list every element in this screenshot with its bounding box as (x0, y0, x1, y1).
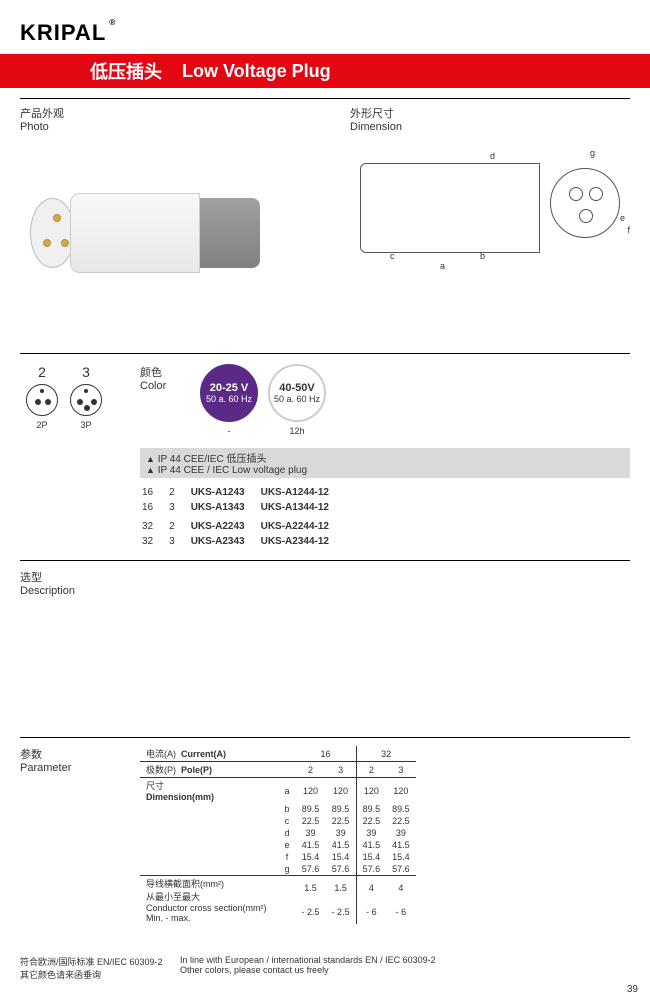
pole-3p-icon (70, 384, 102, 416)
photo-label: 产品外观 Photo (20, 105, 350, 133)
parameter-table: 电流(A) Current(A) 16 32 极数(P) Pole(P) 23 … (140, 746, 416, 924)
footer-notes: 符合欧洲/国际标准 EN/IEC 60309-2 其它颜色请来函垂询 In li… (20, 955, 630, 981)
pole-icons: 2 2P 3 3P (20, 364, 130, 550)
title-bar: 低压插头 Low Voltage Plug (0, 54, 650, 88)
page-number: 39 (627, 984, 638, 995)
parameter-label: 参数 Parameter (20, 746, 140, 924)
pole-2p-icon (26, 384, 58, 416)
title-en: Low Voltage Plug (182, 61, 331, 82)
product-photo (20, 143, 350, 323)
voltage-badge-1: 20-25 V 50 a. 60 Hz (200, 364, 258, 422)
model-table: 162UKS-A1243UKS-A1244-12163UKS-A1343UKS-… (140, 484, 345, 550)
voltage-badge-2: 40-50V 50 a. 60 Hz (268, 364, 326, 422)
ip-rating-header: ▲ IP 44 CEE/IEC 低压插头 ▲ IP 44 CEE / IEC L… (140, 448, 630, 478)
dimension-label: 外形尺寸 Dimension (350, 105, 630, 133)
brand-logo: KRIPAL® (20, 20, 106, 46)
color-label: 颜色 Color (140, 364, 190, 392)
description-label: 选型 Description (20, 569, 630, 597)
dimension-drawing: a b c d e f g (350, 143, 630, 323)
title-zh: 低压插头 (90, 58, 162, 84)
